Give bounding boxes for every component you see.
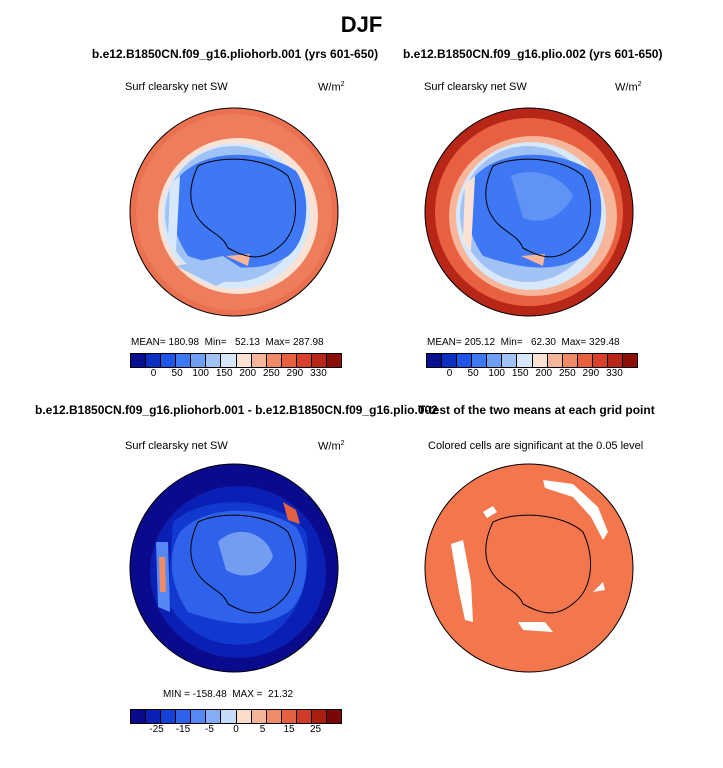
colorbar-tick-label: 330	[310, 368, 327, 379]
colorbar-swatch	[206, 710, 222, 723]
panel2-colorbar-swatches	[426, 353, 638, 368]
colorbar-tick-label: 15	[283, 724, 295, 735]
panel3-units-label: W/m2	[318, 440, 345, 453]
colorbar-swatch	[251, 354, 267, 367]
colorbar-tick-label: 25	[309, 724, 322, 735]
colorbar-swatch	[131, 710, 147, 723]
colorbar-swatch	[472, 354, 488, 367]
panel1-variable-label: Surf clearsky net SW	[125, 81, 228, 93]
colorbar-swatch	[206, 354, 222, 367]
colorbar-swatch	[281, 354, 297, 367]
panel1-colorbar: 0 50 100 150 200 250 290 330	[130, 353, 342, 382]
panel4-subtitle: Colored cells are significant at the 0.0…	[428, 440, 644, 452]
colorbar-tick-label: -15	[175, 724, 191, 735]
colorbar-swatch	[266, 354, 282, 367]
panel2-colorbar-ticks: 0 50 100 150 200 250 290 330	[426, 368, 638, 382]
colorbar-swatch	[327, 354, 342, 367]
colorbar-swatch	[191, 354, 207, 367]
panel1-title: b.e12.B1850CN.f09_g16.pliohorb.001 (yrs …	[91, 47, 379, 61]
panel2-stats: MEAN= 205.12 Min= 62.30 Max= 329.48	[427, 337, 620, 348]
panel4-significance-map	[424, 463, 634, 673]
colorbar-swatch	[427, 354, 443, 367]
colorbar-swatch	[327, 710, 342, 723]
panel3-title: b.e12.B1850CN.f09_g16.pliohorb.001 - b.e…	[35, 403, 438, 417]
colorbar-swatch	[266, 710, 282, 723]
colorbar-tick-label: 290	[582, 368, 600, 379]
colorbar-swatch	[592, 354, 608, 367]
colorbar-swatch	[311, 354, 328, 367]
colorbar-tick-label: 100	[192, 368, 209, 379]
colorbar-swatch	[517, 354, 533, 367]
panel1-polar-map	[129, 107, 339, 317]
colorbar-swatch	[251, 710, 267, 723]
panel2-variable-label: Surf clearsky net SW	[424, 81, 527, 93]
panel1-colorbar-ticks: 0 50 100 150 200 250 290 330	[130, 368, 342, 382]
colorbar-tick-label: 290	[286, 368, 304, 379]
panel2-units-label: W/m2	[615, 81, 642, 94]
colorbar-tick-label: 330	[606, 368, 623, 379]
figure-title: DJF	[340, 12, 383, 37]
colorbar-tick-label: 0	[233, 724, 239, 735]
colorbar-swatch	[221, 354, 237, 367]
colorbar-tick-label: 100	[488, 368, 505, 379]
panel1-stats: MEAN= 180.98 Min= 52.13 Max= 287.98	[131, 337, 324, 348]
colorbar-tick-label: 250	[558, 368, 576, 379]
colorbar-swatch	[161, 710, 177, 723]
colorbar-tick-label: 50	[467, 368, 479, 379]
panel2-colorbar: 0 50 100 150 200 250 290 330	[426, 353, 638, 382]
colorbar-swatch	[236, 710, 252, 723]
colorbar-swatch	[296, 710, 312, 723]
colorbar-swatch	[442, 354, 458, 367]
colorbar-swatch	[547, 354, 563, 367]
colorbar-swatch	[176, 354, 192, 367]
colorbar-swatch	[502, 354, 518, 367]
colorbar-swatch	[146, 354, 162, 367]
colorbar-swatch	[607, 354, 624, 367]
panel3-variable-label: Surf clearsky net SW	[125, 440, 228, 452]
colorbar-tick-label: 50	[171, 368, 183, 379]
colorbar-swatch	[577, 354, 593, 367]
panel3-polar-map	[129, 463, 339, 673]
colorbar-tick-label: -25	[149, 724, 164, 735]
colorbar-tick-label: 0	[446, 368, 453, 379]
panel3-stats: MIN = -158.48 MAX = 21.32	[163, 689, 294, 700]
colorbar-swatch	[221, 710, 237, 723]
colorbar-tick-label: 250	[262, 368, 280, 379]
colorbar-swatch	[457, 354, 473, 367]
panel1-colorbar-swatches	[130, 353, 342, 368]
colorbar-swatch	[532, 354, 548, 367]
colorbar-tick-label: 150	[511, 368, 529, 379]
colorbar-tick-label: 0	[150, 368, 157, 379]
colorbar-swatch	[623, 354, 638, 367]
colorbar-swatch	[281, 710, 297, 723]
colorbar-tick-label: 200	[239, 368, 257, 379]
colorbar-swatch	[236, 354, 252, 367]
panel4-title: T-test of the two means at each grid poi…	[418, 403, 655, 417]
colorbar-swatch	[487, 354, 503, 367]
panel2-polar-map	[424, 107, 634, 317]
colorbar-swatch	[131, 354, 147, 367]
panel3-colorbar-ticks: -25 -15 -5 0 5 15 25	[130, 724, 342, 738]
colorbar-tick-label: 200	[535, 368, 553, 379]
panel3-colorbar: -25 -15 -5 0 5 15 25	[130, 709, 342, 738]
panel2-title: b.e12.B1850CN.f09_g16.plio.002 (yrs 601-…	[403, 47, 663, 61]
panel1-units-label: W/m2	[318, 81, 345, 94]
colorbar-tick-label: -5	[205, 724, 214, 735]
panel3-colorbar-swatches	[130, 709, 342, 724]
colorbar-swatch	[176, 710, 192, 723]
colorbar-swatch	[146, 710, 162, 723]
colorbar-tick-label: 150	[215, 368, 233, 379]
colorbar-tick-label: 5	[259, 724, 266, 735]
colorbar-swatch	[296, 354, 312, 367]
colorbar-swatch	[191, 710, 207, 723]
colorbar-swatch	[562, 354, 578, 367]
colorbar-swatch	[161, 354, 177, 367]
colorbar-swatch	[311, 710, 328, 723]
